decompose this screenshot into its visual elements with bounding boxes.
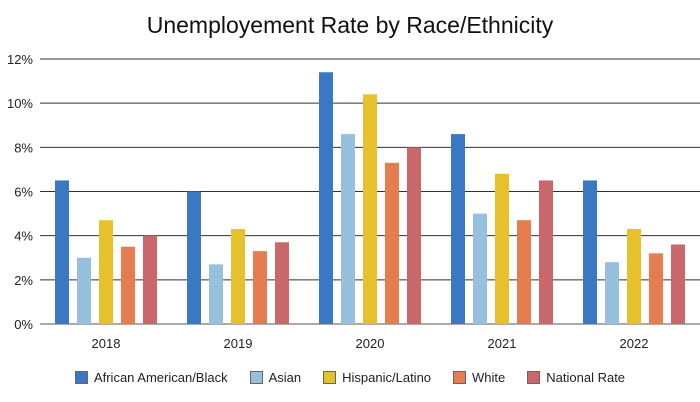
- bar: [209, 264, 223, 324]
- y-tick-label: 6%: [14, 185, 33, 200]
- bar: [341, 134, 355, 324]
- legend-label: Hispanic/Latino: [342, 369, 432, 385]
- y-tick-label: 2%: [14, 273, 33, 288]
- bar: [231, 229, 245, 324]
- bar: [539, 180, 553, 324]
- bar: [319, 72, 333, 324]
- bar: [121, 246, 135, 324]
- legend-item: National Rate: [527, 370, 625, 385]
- bar: [363, 94, 377, 324]
- bar: [187, 191, 201, 324]
- legend-label: White: [472, 369, 506, 385]
- bar: [385, 162, 399, 324]
- x-tick-label: 2021: [488, 336, 517, 351]
- bar: [99, 220, 113, 324]
- bar: [55, 180, 69, 324]
- y-tick-label: 0%: [14, 317, 33, 332]
- legend-swatch: [527, 370, 541, 384]
- bar: [671, 244, 685, 324]
- y-tick-label: 4%: [14, 229, 33, 244]
- bar: [275, 242, 289, 324]
- legend-swatch: [453, 370, 467, 384]
- bar: [517, 220, 531, 324]
- bar: [143, 235, 157, 324]
- chart-legend: African American/Black Asian Hispanic/Lati…: [0, 366, 700, 388]
- bar: [253, 251, 267, 324]
- bar: [605, 262, 619, 324]
- chart-title: Unemployement Rate by Race/Ethnicity: [146, 12, 554, 38]
- bar: [627, 229, 641, 324]
- x-tick-label: 2022: [620, 336, 649, 351]
- bar: [649, 253, 663, 324]
- y-tick-label: 10%: [7, 96, 33, 111]
- legend-item: White: [453, 370, 505, 385]
- legend-label: National Rate: [546, 369, 626, 385]
- bar: [77, 257, 91, 324]
- bar: [473, 213, 487, 324]
- legend-swatch: [74, 370, 88, 384]
- legend-item: African American/Black: [74, 369, 228, 385]
- legend-label: Asian: [268, 369, 302, 385]
- y-tick-label: 12%: [7, 52, 33, 67]
- x-tick-label: 2019: [224, 336, 253, 351]
- legend-label: African American/Black: [93, 369, 228, 385]
- legend-item: Asian: [249, 369, 302, 385]
- bar: [451, 134, 465, 324]
- legend-item: Hispanic/Latino: [323, 370, 431, 385]
- y-tick-label: 8%: [14, 140, 33, 155]
- bar: [583, 180, 597, 324]
- bar: [407, 147, 421, 324]
- x-tick-label: 2018: [92, 336, 121, 351]
- bar: [495, 173, 509, 324]
- x-tick-label: 2020: [356, 336, 385, 351]
- legend-swatch: [323, 370, 337, 384]
- legend-swatch: [249, 370, 263, 384]
